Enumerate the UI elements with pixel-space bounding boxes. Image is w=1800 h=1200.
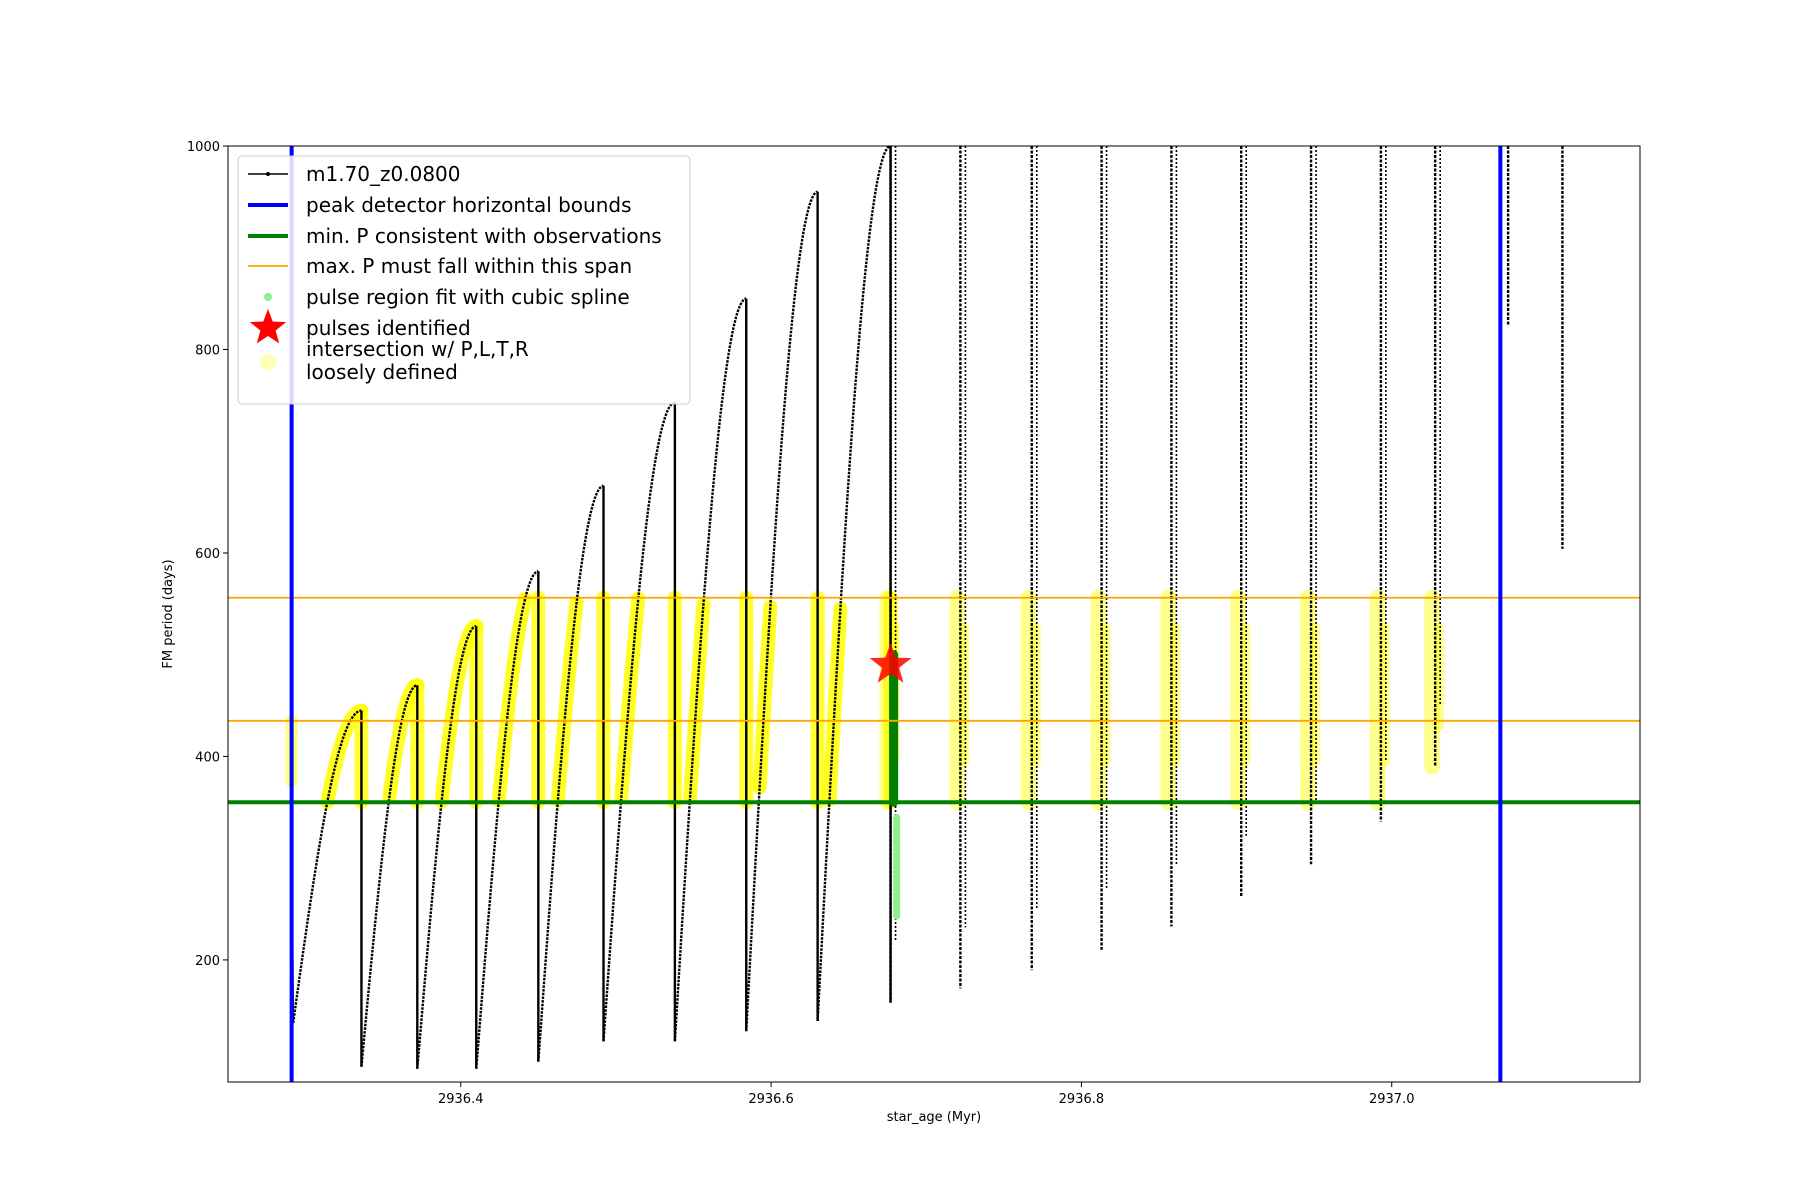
model-rise-2 [360,684,418,1067]
x-tick-label-1: 2936.4 [438,1092,484,1107]
pulse-identified-star [869,642,912,683]
legend-box [237,155,691,405]
model-rise-4 [475,570,539,1069]
pulse-markers [869,642,912,683]
plot-frame [227,145,1641,1083]
legend-label-4: max. P must fall within this span [306,254,632,278]
y-tick-label-2: 400 [195,750,220,765]
x-axis-ticks: 2936.4 2936.6 2936.8 2937.0 [438,1082,1414,1107]
plot-area [228,146,1640,1082]
legend-label-2: peak detector horizontal bounds [306,193,632,217]
legend-label-7-1: intersection w/ P,L,T,R [306,337,529,361]
legend-handle-6 [249,309,287,344]
x-tick-label-3: 2936.8 [1059,1092,1105,1107]
y-tick-label-3: 600 [195,547,220,562]
model-rise-7 [673,297,747,1042]
y-axis-ticks: 200 400 600 800 1000 [187,140,228,969]
legend-label-6: pulses identified [306,316,471,340]
model-rise-6 [602,401,676,1042]
legend-label-3: min. P consistent with observations [306,224,662,248]
x-axis-label: star_age (Myr) [887,1110,981,1125]
y-tick-label-4: 800 [195,343,220,358]
model-rise-5 [537,484,604,1062]
x-tick-label-4: 2937.0 [1369,1092,1415,1107]
legend-handle-5 [264,293,272,301]
y-tick-label-1: 200 [195,954,220,969]
spline-series [889,650,901,920]
legend-label-5: pulse region fit with cubic spline [306,285,630,309]
model-rise-3 [416,625,477,1069]
legend-label-7-2: loosely defined [306,360,458,384]
y-tick-label-5: 1000 [187,140,220,155]
y-axis-label: FM period (days) [161,559,176,668]
legend-handle-7 [260,354,276,370]
legend-handle-1-marker [266,172,270,176]
x-tick-label-2: 2936.6 [748,1092,794,1107]
model-rise-9 [816,146,891,1022]
legend-label-1: m1.70_z0.0800 [306,162,461,186]
horizontal-reference-lines [228,596,1640,805]
